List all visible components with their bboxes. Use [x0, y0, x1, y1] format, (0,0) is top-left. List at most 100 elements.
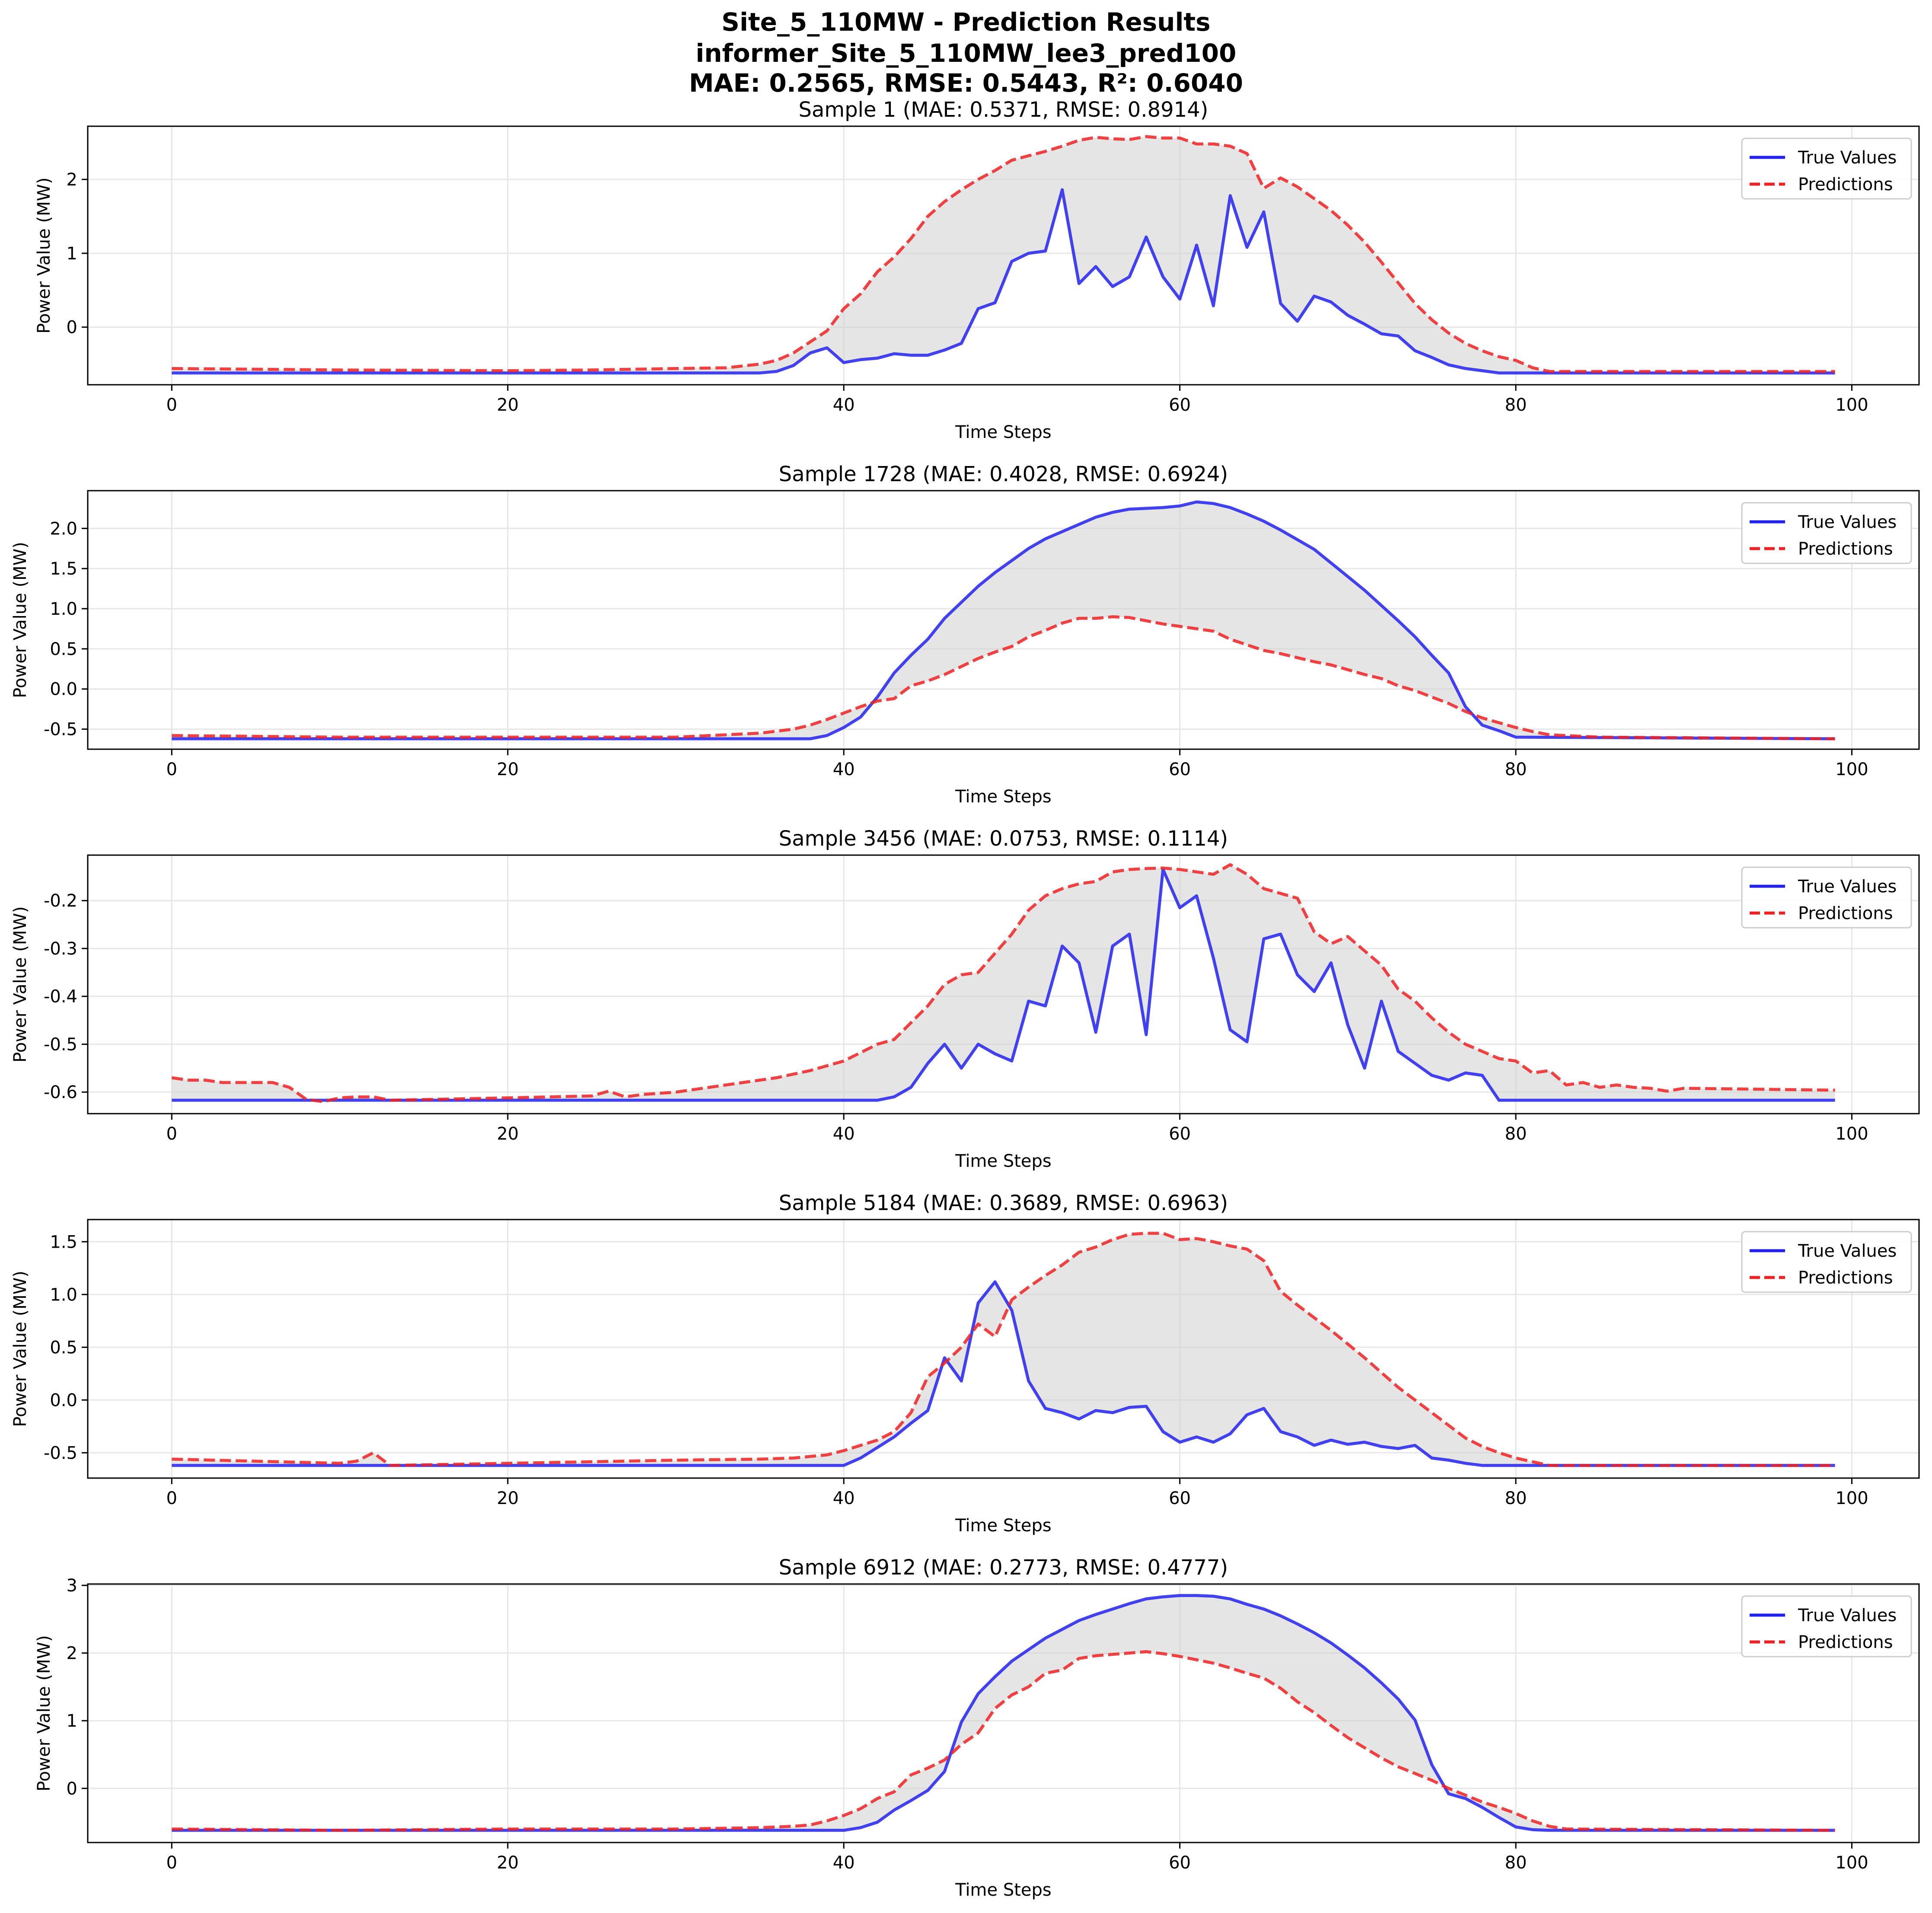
- legend-label: Predictions: [1798, 1268, 1893, 1288]
- plot-frame: [87, 1219, 1920, 1479]
- x-tick-label: 0: [166, 1124, 177, 1144]
- x-tick-label: 80: [1505, 1488, 1527, 1508]
- y-tick-label: 1.5: [50, 1232, 77, 1252]
- figure-title-model: informer_Site_5_110MW_lee3_pred100: [695, 38, 1237, 68]
- y-tick-label: 3: [67, 1576, 77, 1596]
- x-tick-label: 40: [833, 1124, 855, 1144]
- x-tick-label: 100: [1835, 1124, 1868, 1144]
- y-tick-label: -0.5: [44, 1035, 77, 1054]
- x-tick-label: 80: [1505, 1124, 1527, 1144]
- subplot-3: 0 20 40 60 80 100 -0.6 -0.5 -0.4 -0.3 -0.2 Sample 3…: [10, 827, 1920, 1171]
- x-tick-label: 20: [497, 1124, 519, 1144]
- x-axis-label: Time Steps: [955, 1151, 1052, 1171]
- plot-frame: [87, 125, 1920, 386]
- y-tick-label: 2: [67, 170, 77, 190]
- y-tick-label: -0.4: [44, 987, 77, 1007]
- x-tick-label: 40: [833, 395, 855, 415]
- x-tick-label: 60: [1169, 1124, 1191, 1144]
- x-tick-label: 40: [833, 1853, 855, 1873]
- y-tick-label: 0: [67, 1779, 77, 1799]
- y-tick-label: -0.5: [44, 720, 77, 740]
- x-tick-label: 20: [497, 1853, 519, 1873]
- figure-title-site: Site_5_110MW - Prediction Results: [721, 7, 1211, 37]
- legend-label: Predictions: [1798, 904, 1893, 923]
- legend-label: True Values: [1798, 877, 1897, 897]
- predictions-line: [172, 1650, 1835, 1832]
- predictions-line: [172, 615, 1835, 741]
- predictions-line: [172, 1232, 1835, 1467]
- x-tick-label: 60: [1169, 395, 1191, 415]
- x-tick-label: 40: [833, 1488, 855, 1508]
- x-tick-label: 20: [497, 1488, 519, 1508]
- x-tick-label: 80: [1505, 1853, 1527, 1873]
- x-tick-label: 80: [1505, 760, 1527, 779]
- true-values-line: [172, 868, 1835, 1102]
- legend-label: Predictions: [1798, 539, 1893, 559]
- x-tick-label: 40: [833, 760, 855, 779]
- x-tick-label: 0: [166, 760, 177, 779]
- y-tick-label: 1: [67, 1711, 77, 1731]
- y-tick-label: 0.5: [50, 1338, 77, 1357]
- x-axis-label: Time Steps: [955, 1516, 1052, 1536]
- legend-label: True Values: [1798, 148, 1897, 168]
- plot-frame: [87, 1583, 1920, 1843]
- x-tick-label: 20: [497, 395, 519, 415]
- x-tick-label: 100: [1835, 760, 1868, 779]
- subplot-title: Sample 1728 (MAE: 0.4028, RMSE: 0.6924): [779, 462, 1228, 486]
- x-axis-label: Time Steps: [955, 787, 1052, 807]
- y-tick-label: 1: [67, 244, 77, 264]
- y-tick-label: 1.0: [50, 1285, 77, 1305]
- x-tick-label: 100: [1835, 1488, 1868, 1508]
- x-tick-label: 0: [166, 1853, 177, 1873]
- y-tick-label: 2: [67, 1644, 77, 1664]
- y-tick-label: -0.2: [44, 891, 77, 911]
- x-tick-label: 60: [1169, 1488, 1191, 1508]
- legend-label: Predictions: [1798, 1632, 1893, 1652]
- x-tick-label: 60: [1169, 1853, 1191, 1873]
- y-tick-label: 1.0: [50, 599, 77, 619]
- x-tick-label: 100: [1835, 1853, 1868, 1873]
- figure-title-metrics: MAE: 0.2565, RMSE: 0.5443, R²: 0.6040: [689, 68, 1243, 98]
- legend-label: True Values: [1798, 512, 1897, 532]
- y-tick-label: 2.0: [50, 519, 77, 539]
- x-tick-label: 80: [1505, 395, 1527, 415]
- y-tick-label: 0.5: [50, 639, 77, 659]
- subplot-title: Sample 1 (MAE: 0.5371, RMSE: 0.8914): [799, 98, 1208, 122]
- legend-label: True Values: [1798, 1241, 1897, 1261]
- error-band: [172, 1595, 1835, 1830]
- subplot-4: 0 20 40 60 80 100 -0.5 0.0 0.5 1.0 1.5 Sample 5184 …: [10, 1191, 1920, 1536]
- true-values-line: [172, 500, 1835, 741]
- y-tick-label: 1.5: [50, 559, 77, 579]
- predictions-line: [171, 863, 1835, 1103]
- x-tick-label: 60: [1169, 760, 1191, 779]
- subplot-title: Sample 6912 (MAE: 0.2773, RMSE: 0.4777): [779, 1555, 1228, 1580]
- x-tick-label: 20: [497, 760, 519, 779]
- subplot-2: 0 20 40 60 80 100 -0.5 0.0 0.5 1.0 1.5 2.0 Sample 17…: [10, 462, 1920, 807]
- y-axis-label: Power Value (MW): [10, 906, 30, 1062]
- error-band: [172, 136, 1835, 373]
- subplot-title: Sample 3456 (MAE: 0.0753, RMSE: 0.1114): [779, 827, 1228, 851]
- x-axis-label: Time Steps: [955, 422, 1052, 442]
- y-axis-label: Power Value (MW): [10, 1271, 30, 1427]
- x-tick-label: 0: [166, 1488, 177, 1508]
- subplot-title: Sample 5184 (MAE: 0.3689, RMSE: 0.6963): [779, 1191, 1228, 1215]
- y-tick-label: -0.5: [44, 1443, 77, 1463]
- y-tick-label: 0.0: [50, 1390, 77, 1410]
- y-axis-label: Power Value (MW): [10, 542, 30, 698]
- error-band: [172, 1233, 1835, 1466]
- error-band: [172, 865, 1835, 1102]
- legend-label: True Values: [1798, 1606, 1897, 1626]
- y-tick-label: 0.0: [50, 680, 77, 699]
- x-axis-label: Time Steps: [955, 1880, 1052, 1900]
- x-tick-label: 0: [166, 395, 177, 415]
- predictions-line: [172, 135, 1835, 373]
- y-axis-label: Power Value (MW): [34, 177, 54, 333]
- subplot-5: 0 20 40 60 80 100 0 1 2 3 Sample 6912 (MAE: 0.2773…: [34, 1555, 1920, 1900]
- legend-label: Predictions: [1798, 175, 1893, 195]
- x-tick-label: 100: [1835, 395, 1868, 415]
- true-values-line: [172, 188, 1835, 375]
- plot-frame: [87, 854, 1920, 1115]
- y-tick-label: 0: [67, 318, 77, 338]
